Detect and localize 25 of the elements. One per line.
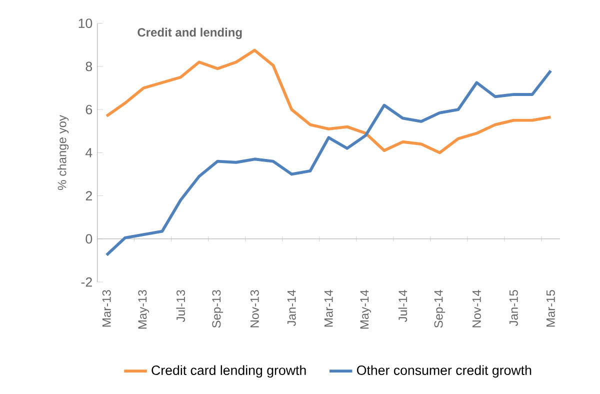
x-tick-label: Mar-15	[546, 290, 555, 327]
legend-label: Credit card lending growth	[152, 365, 306, 378]
x-tick-label: Nov-14	[472, 290, 481, 328]
y-tick-label: 4	[86, 148, 92, 158]
y-tick-label: 8	[86, 62, 92, 72]
x-tick-label: Jan-15	[510, 290, 518, 326]
x-tick-label: Mar-13	[102, 290, 111, 327]
x-tick-label: May-14	[360, 290, 372, 329]
x-tick-label: May-13	[138, 290, 150, 329]
x-tick-label: Nov-13	[250, 290, 259, 328]
y-tick-label: 2	[86, 191, 92, 200]
x-tick-label: Jul-13	[176, 290, 186, 322]
y-tick-label: 0	[86, 234, 92, 244]
x-tick-label: Jan-14	[287, 290, 296, 326]
y-tick-label: -2	[81, 277, 92, 287]
x-tick-label: Mar-14	[324, 290, 333, 327]
x-tick-label: Sep-14	[434, 290, 446, 328]
legend-label: Other consumer credit growth	[356, 365, 532, 378]
x-tick-label: Jul-14	[398, 290, 408, 322]
y-tick-label: 6	[86, 104, 92, 114]
chart-title: Credit and lending	[138, 28, 242, 40]
y-tick-label: 10	[78, 18, 92, 28]
x-tick-label: Sep-13	[212, 290, 224, 328]
line-series	[105, 69, 552, 257]
y-axis-title: % change yoy	[57, 115, 69, 190]
